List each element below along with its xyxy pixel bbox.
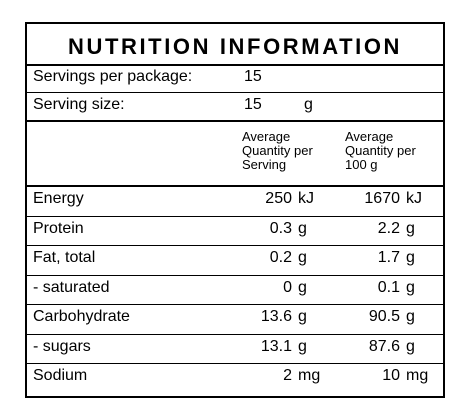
column-header-divider bbox=[27, 185, 443, 187]
column-header-per-serving: Average Quantity per Serving bbox=[242, 129, 313, 172]
nutrient-name: Protein bbox=[33, 220, 84, 237]
per-serving-value: 13.6 bbox=[260, 308, 292, 325]
nutrient-name: Energy bbox=[33, 190, 84, 207]
per-100g-unit: g bbox=[406, 338, 415, 355]
per-100g-value: 10 bbox=[382, 367, 400, 384]
nutrient-name: - sugars bbox=[33, 338, 91, 355]
per-serving-unit: g bbox=[298, 220, 307, 237]
nutrition-panel: NUTRITION INFORMATION Servings per packa… bbox=[25, 22, 445, 398]
servings-per-package-label: Servings per package: bbox=[33, 68, 193, 85]
per-serving-value: 0.2 bbox=[269, 249, 292, 266]
per-100g-unit: g bbox=[406, 279, 415, 296]
row-divider bbox=[27, 304, 443, 305]
nutrient-name: Fat, total bbox=[33, 249, 96, 266]
per-100g-unit: kJ bbox=[406, 190, 422, 207]
row-divider bbox=[27, 334, 443, 335]
per-serving-unit: g bbox=[298, 338, 307, 355]
per-100g-unit: g bbox=[406, 249, 415, 266]
per-serving-unit: mg bbox=[298, 367, 321, 384]
row-divider bbox=[27, 216, 443, 217]
title-divider bbox=[27, 64, 443, 66]
per-100g-value: 0.1 bbox=[377, 279, 400, 296]
per-serving-unit: g bbox=[298, 249, 307, 266]
row-divider bbox=[27, 275, 443, 276]
per-100g-value: 90.5 bbox=[368, 308, 400, 325]
per-serving-value: 0.3 bbox=[269, 220, 292, 237]
per-serving-value: 13.1 bbox=[260, 338, 292, 355]
servings-per-package-value: 15 bbox=[244, 68, 262, 85]
per-serving-unit: g bbox=[298, 308, 307, 325]
per-100g-value: 2.2 bbox=[377, 220, 400, 237]
per-serving-unit: g bbox=[298, 279, 307, 296]
per-100g-value: 87.6 bbox=[368, 338, 400, 355]
row-divider bbox=[27, 363, 443, 364]
per-serving-value: 250 bbox=[265, 190, 292, 207]
header-divider bbox=[27, 120, 443, 122]
row-divider bbox=[27, 245, 443, 246]
nutrient-name: - saturated bbox=[33, 279, 110, 296]
per-serving-unit: kJ bbox=[298, 190, 314, 207]
serving-size-value: 15 bbox=[244, 96, 262, 113]
servings-divider bbox=[27, 92, 443, 93]
per-100g-unit: mg bbox=[406, 367, 429, 384]
serving-size-label: Serving size: bbox=[33, 96, 125, 113]
per-100g-unit: g bbox=[406, 220, 415, 237]
per-100g-value: 1670 bbox=[364, 190, 400, 207]
per-100g-unit: g bbox=[406, 308, 415, 325]
column-header-per-100g: Average Quantity per 100 g bbox=[345, 129, 416, 172]
panel-title: NUTRITION INFORMATION bbox=[67, 34, 403, 59]
serving-size-unit: g bbox=[304, 96, 313, 113]
per-serving-value: 0 bbox=[283, 279, 292, 296]
nutrient-name: Carbohydrate bbox=[33, 308, 130, 325]
nutrient-name: Sodium bbox=[33, 367, 88, 384]
per-serving-value: 2 bbox=[283, 367, 292, 384]
per-100g-value: 1.7 bbox=[377, 249, 400, 266]
